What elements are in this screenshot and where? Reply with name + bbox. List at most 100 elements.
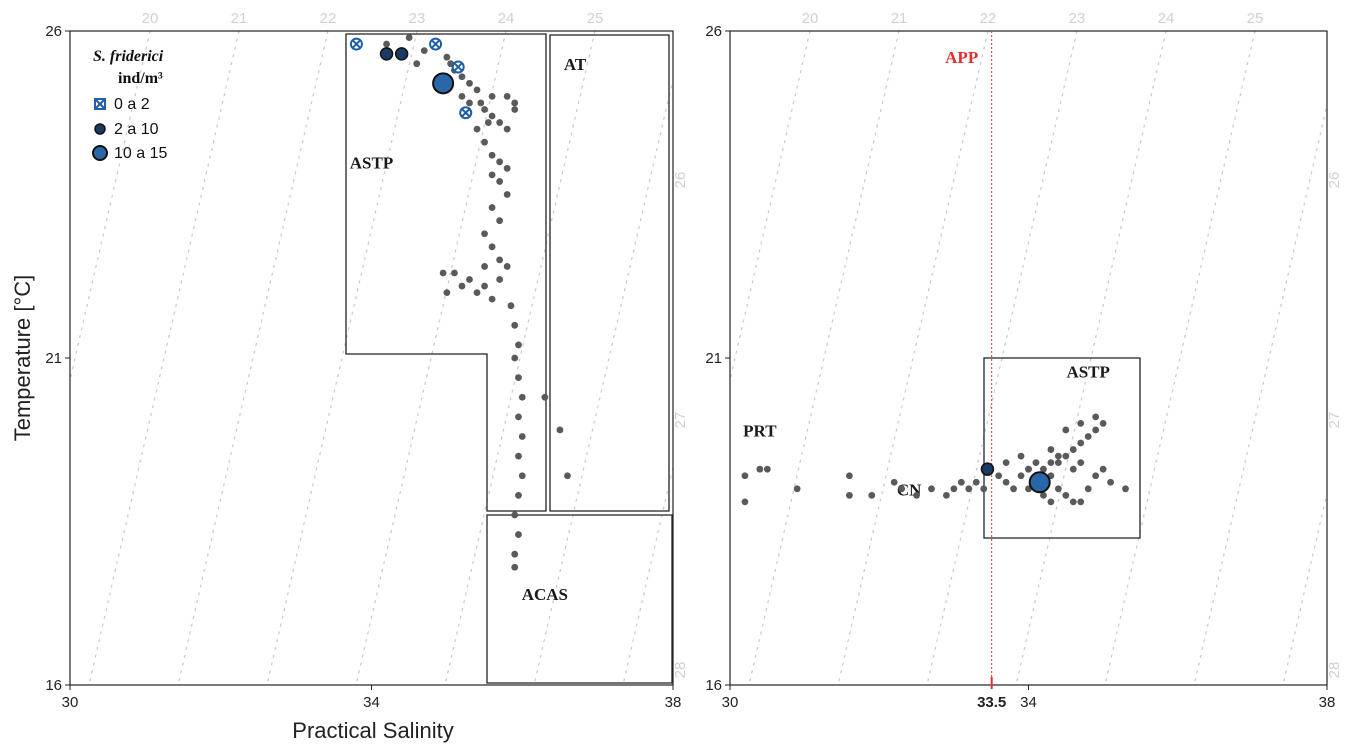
profile-point: [1069, 498, 1077, 506]
profile-point: [518, 472, 526, 480]
legend-marker-large: [92, 145, 108, 161]
x-tick-label: 34: [1020, 694, 1037, 711]
isopycnal-line: [622, 464, 673, 685]
profile-point: [439, 269, 447, 277]
profile-point: [481, 282, 488, 290]
profile-point: [458, 73, 466, 81]
profile-point: [1062, 426, 1070, 434]
y-tick-label: 16: [705, 677, 722, 694]
profile-point: [515, 341, 522, 349]
density-marker-mid: [980, 462, 995, 476]
at-box: [549, 34, 670, 512]
legend: S. friderici ind/m³ 0 a 2 2 a 10 10 a 15: [92, 48, 167, 162]
profile-point: [972, 478, 980, 486]
profile-point: [383, 40, 390, 48]
water-mass-label-astp: ASTP: [1066, 363, 1109, 382]
profile-point: [1017, 452, 1025, 460]
profile-point: [1099, 420, 1107, 427]
profile-point: [1092, 426, 1100, 434]
profile-point: [503, 125, 511, 133]
profile-point: [466, 79, 473, 87]
profile-point: [473, 289, 481, 296]
profile-point: [515, 531, 522, 538]
profile-point: [1084, 485, 1092, 493]
profile-point: [515, 413, 522, 421]
profile-point: [846, 472, 853, 480]
isopycnal-label-26: 26: [672, 172, 689, 189]
profile-point: [1047, 446, 1055, 453]
legend-marker-cross-line: [95, 99, 105, 109]
profile-point: [741, 498, 749, 506]
profile-point: [466, 99, 473, 107]
profile-point: [503, 191, 511, 198]
profile-point: [503, 263, 511, 270]
profile-point: [518, 393, 526, 401]
profile-point: [484, 119, 492, 126]
profile-point: [481, 138, 488, 146]
profile-point: [1077, 420, 1085, 427]
profile-point: [488, 112, 496, 120]
profile-point: [488, 151, 496, 159]
density-marker-mid: [379, 47, 394, 61]
isopycnal-line: [562, 31, 712, 685]
legend-marker-small: [94, 123, 106, 135]
profile-point: [913, 491, 920, 499]
profile-point: [466, 276, 473, 283]
profile-point: [1092, 413, 1100, 421]
isopycnal-label-28: 28: [672, 662, 689, 679]
isopycnal-label-25: 25: [1247, 10, 1264, 27]
isopycnal-label-24: 24: [498, 10, 515, 27]
y-tick-label: 21: [705, 350, 722, 367]
astp-box: [345, 33, 547, 512]
profile-point: [488, 171, 496, 179]
profile-point: [481, 263, 488, 270]
profile-point: [473, 125, 481, 133]
isopycnal-line: [355, 31, 507, 685]
isopycnal-label-21: 21: [231, 10, 248, 27]
density-marker-mid: [394, 47, 409, 61]
y-tick-label: 16: [45, 677, 62, 694]
density-markers: [349, 37, 473, 120]
profile-point: [1047, 459, 1055, 467]
isopycnal-line: [444, 31, 596, 685]
profile-point: [496, 158, 504, 166]
water-mass-label-at: AT: [564, 55, 587, 74]
profile-point: [481, 106, 488, 113]
astp-box: [983, 357, 1141, 539]
profile-point: [1062, 491, 1070, 499]
isopycnal-line: [1193, 102, 1327, 685]
profile-point: [511, 106, 519, 113]
profile-point: [1032, 459, 1040, 467]
profile-point: [995, 472, 1003, 480]
profile-point: [1084, 433, 1092, 440]
profile-point: [477, 99, 485, 107]
profile-point: [1062, 452, 1070, 460]
profile-point: [950, 485, 958, 493]
water-mass-label-acas: ACAS: [522, 585, 568, 604]
legend-species: S. friderici: [93, 48, 164, 65]
profile-point: [868, 491, 876, 499]
profile-point: [488, 243, 496, 251]
isopycnal-label-28: 28: [1326, 662, 1343, 679]
x-tick-label: 38: [665, 694, 682, 711]
water-mass-label-astp: ASTP: [350, 153, 393, 172]
isopycnal-label-27: 27: [1326, 412, 1343, 429]
profile-point: [1054, 452, 1062, 460]
profile-point: [511, 321, 519, 329]
density-marker-cross: [430, 39, 441, 49]
density-marker-high: [432, 72, 455, 95]
profile-point: [965, 485, 973, 493]
legend-item-label: 2 a 10: [114, 121, 159, 138]
isopycnal-label-27: 27: [672, 412, 689, 429]
profile-point: [496, 178, 504, 185]
profile-point: [756, 465, 764, 473]
legend-item-label: 0 a 2: [114, 96, 150, 113]
profile-point: [503, 93, 511, 100]
profile-point: [1077, 459, 1085, 467]
profile-point: [943, 491, 950, 499]
profile-points: [383, 34, 571, 571]
profile-point: [488, 93, 496, 100]
profile-point: [1002, 478, 1010, 486]
profile-point: [496, 217, 504, 225]
profile-point: [515, 452, 522, 460]
